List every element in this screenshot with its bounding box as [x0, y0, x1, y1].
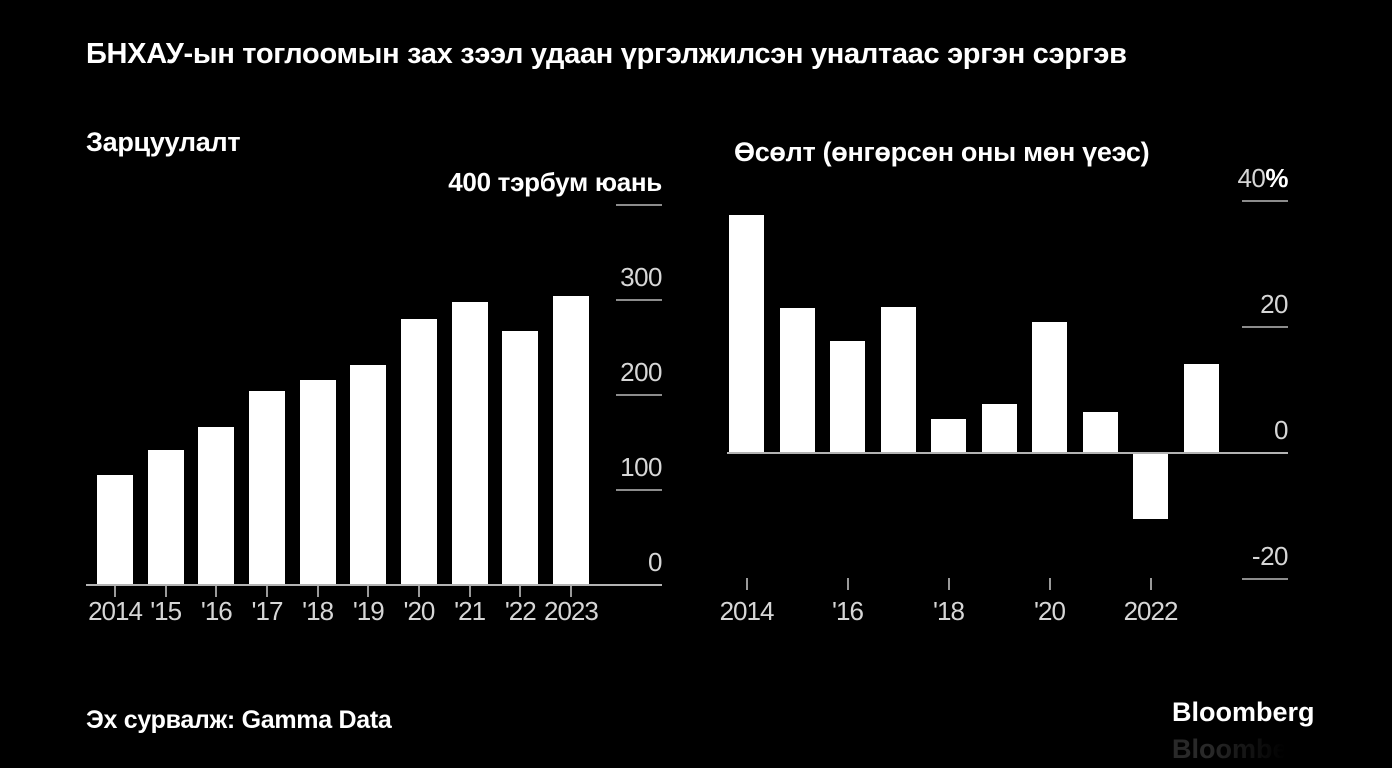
- y-tick-20: [1242, 326, 1288, 328]
- bar-'18: [931, 418, 966, 452]
- x-label-'19: '19: [352, 596, 385, 626]
- x-tick-'22: [519, 586, 522, 597]
- y-tick-label-0: 0: [1274, 415, 1288, 445]
- x-tick-'20: [417, 586, 420, 597]
- spending-chart: 400 тэрбум юань 300 200 100 0 2014'15 '16 '17 '1…: [86, 167, 662, 626]
- y-unit-suffix: %: [1265, 163, 1288, 193]
- x-label-2014: 2014: [719, 596, 775, 626]
- bar-'16: [198, 426, 235, 584]
- y-tick-label-300: 300: [620, 262, 662, 292]
- bar-'17: [880, 307, 916, 452]
- x-tick-'21: [468, 586, 471, 597]
- bar-2023: [1183, 363, 1219, 452]
- y-tick-400: [616, 204, 662, 206]
- y-tick-300: [616, 299, 662, 301]
- y-tick-label-0: 0: [648, 547, 662, 577]
- bar-'16: [830, 340, 865, 452]
- bar-'18: [299, 380, 336, 584]
- x-tick-'22: [1149, 578, 1152, 590]
- x-tick-'18: [947, 578, 950, 590]
- x-label-'16: '16: [832, 596, 864, 626]
- growth-chart-title: Өсөлт (өнгөрсөн оны мөн үеэс): [734, 137, 1150, 167]
- x-tick-2014: [114, 586, 116, 597]
- bar-'21: [1082, 411, 1118, 452]
- y-tick-label--20: -20: [1251, 541, 1289, 571]
- x-tick-'18: [316, 586, 319, 597]
- zero-line: [727, 452, 1288, 454]
- bar-'21: [451, 302, 488, 584]
- bar-'19: [981, 403, 1017, 452]
- x-label-2014: 2014: [88, 596, 143, 626]
- x-label-'18: '18: [933, 596, 965, 626]
- page-title: БНХАУ-ын тоглоомын зах зээл удаан үргэлж…: [86, 38, 1127, 70]
- x-label-'18: '18: [302, 596, 334, 626]
- x-label-'22: '22: [504, 596, 537, 626]
- bar-2023: [552, 296, 589, 584]
- x-label-'15: '15: [150, 596, 182, 626]
- bar-'20: [400, 319, 437, 584]
- x-label-2023: 2023: [544, 596, 599, 626]
- x-label-'22: 2022: [1123, 596, 1179, 626]
- y-tick-label-40: 40%: [1237, 163, 1288, 193]
- spending-chart-title: Зарцуулалт: [86, 127, 241, 157]
- bar-2014: [97, 475, 133, 584]
- source-credit: Эх сурвалж: Gamma Data: [86, 706, 392, 734]
- bar-'22: [1133, 454, 1168, 519]
- bar-2014: [729, 214, 764, 452]
- bar-'19: [350, 364, 387, 584]
- y-tick-label-100: 100: [620, 452, 662, 482]
- bar-'22: [502, 331, 539, 584]
- bloomberg-logo-echo: Bloomberg: [1172, 734, 1315, 764]
- x-tick-'19: [367, 586, 370, 597]
- growth-chart: 40% 20 0 -20 2014 '16 '18 '20 2022: [720, 163, 1289, 626]
- x-tick-'16: [215, 586, 218, 597]
- y-tick-label-200: 200: [620, 357, 662, 387]
- bloomberg-logo: Bloomberg: [1172, 697, 1315, 727]
- bar-'17: [248, 390, 285, 584]
- x-tick-2014: [745, 578, 748, 590]
- x-tick-'15: [164, 586, 167, 597]
- y-tick--20: [1242, 578, 1288, 580]
- x-tick-2023: [569, 586, 572, 597]
- y-tick-100: [616, 489, 662, 491]
- x-label-'21: '21: [454, 596, 486, 626]
- x-tick-'17: [265, 586, 268, 597]
- y-tick-label-400: 400 тэрбум юань: [448, 167, 662, 197]
- bar-'20: [1032, 321, 1067, 452]
- bar-'15: [779, 307, 815, 452]
- y-tick-200: [616, 394, 662, 396]
- x-label-'17: '17: [251, 596, 284, 626]
- x-tick-'16: [846, 578, 849, 590]
- x-axis-line: [86, 584, 662, 586]
- y-tick-40: [1242, 200, 1288, 202]
- x-tick-'20: [1048, 578, 1051, 590]
- x-label-'20: '20: [403, 596, 436, 626]
- bar-'15: [147, 450, 184, 584]
- x-label-'16: '16: [200, 596, 233, 626]
- y-tick-label-20: 20: [1260, 289, 1288, 319]
- x-label-'20: '20: [1034, 596, 1066, 626]
